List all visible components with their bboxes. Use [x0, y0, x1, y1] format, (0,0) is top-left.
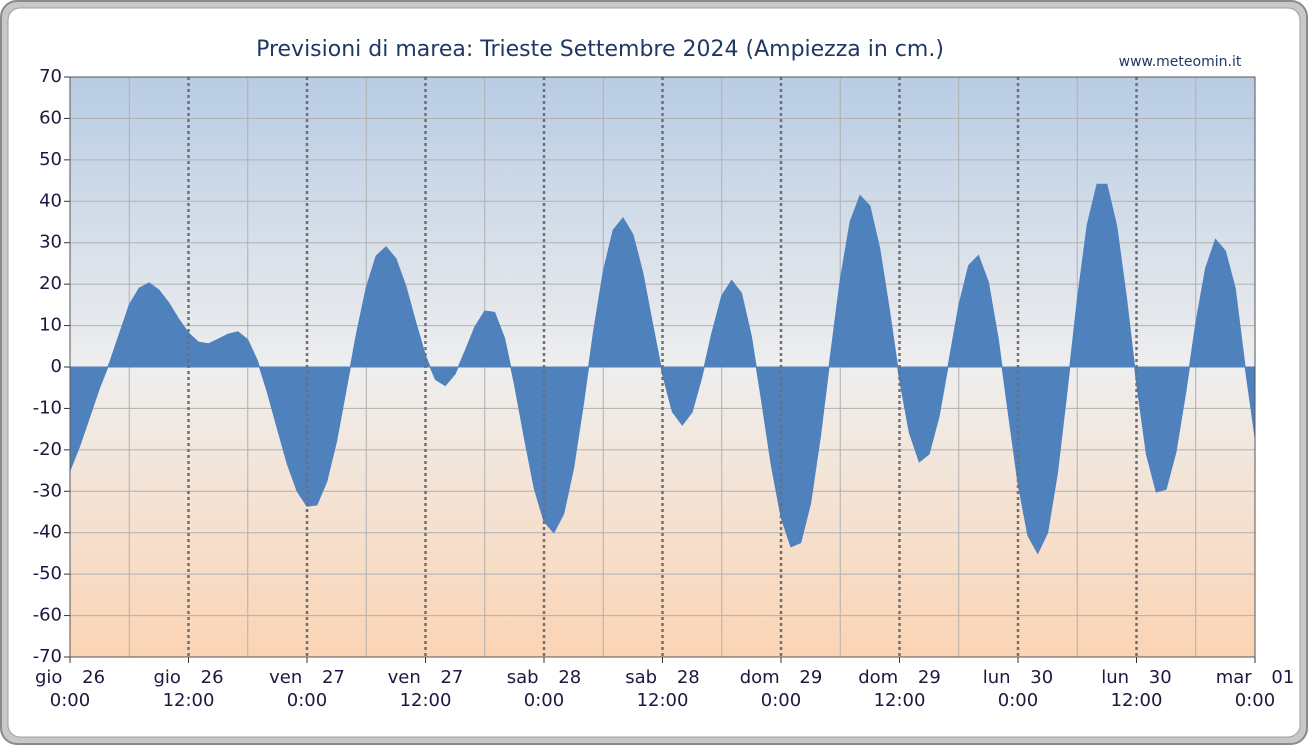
y-tick-label: -40 [33, 522, 62, 543]
plot-border [69, 76, 1256, 658]
x-tick-day: gio 26 [35, 667, 105, 688]
y-tick-label: -20 [33, 439, 62, 460]
x-tick-day: ven 27 [388, 667, 464, 688]
x-tick-label: 0:00 [1235, 690, 1275, 711]
source: www.meteomin.it [1119, 54, 1242, 70]
area [69, 183, 1256, 555]
x-tick-label: 12:00 [163, 690, 215, 711]
x-tick-day: mar 01 [1216, 667, 1295, 688]
x-tick-label: 12:00 [1111, 690, 1163, 711]
x-tick-label: 0:00 [998, 690, 1038, 711]
y-tick-label: 30 [39, 232, 62, 253]
y-tick-label: -70 [33, 646, 62, 667]
y-tick-label: 20 [39, 273, 62, 294]
x-tick-label: 12:00 [637, 690, 689, 711]
y-tick-label: 10 [39, 315, 62, 336]
x-tick-label: 0:00 [761, 690, 801, 711]
x-tick-day: sab 28 [507, 667, 581, 688]
x-tick-day: lun 30 [1101, 667, 1171, 688]
y-tick-label: -30 [33, 480, 62, 501]
x-tick-day: lun 30 [983, 667, 1053, 688]
y-tick-label: 70 [39, 66, 62, 87]
x-tick-day: sab 28 [625, 667, 699, 688]
y-tick-label: 0 [51, 356, 62, 377]
y-tick-label: -50 [33, 563, 62, 584]
y-tick-label: -10 [33, 397, 62, 418]
x-tick-day: dom 29 [858, 667, 941, 688]
x-tick-label: 0:00 [524, 690, 564, 711]
x-tick-label: 0:00 [50, 690, 90, 711]
x-tick-label: 12:00 [874, 690, 926, 711]
x-tick-label: 12:00 [400, 690, 452, 711]
x-tick-day: dom 29 [740, 667, 823, 688]
y-tick-label: 40 [39, 190, 62, 211]
x-tick-day: ven 27 [269, 667, 345, 688]
x-tick-label: 0:00 [287, 690, 327, 711]
chart-title: Previsioni di marea: Trieste Settembre 2… [256, 37, 944, 62]
y-tick-label: -60 [33, 605, 62, 626]
y-tick-label: 60 [39, 107, 62, 128]
x-tick-day: gio 26 [153, 667, 223, 688]
y-tick-label: 50 [39, 149, 62, 170]
